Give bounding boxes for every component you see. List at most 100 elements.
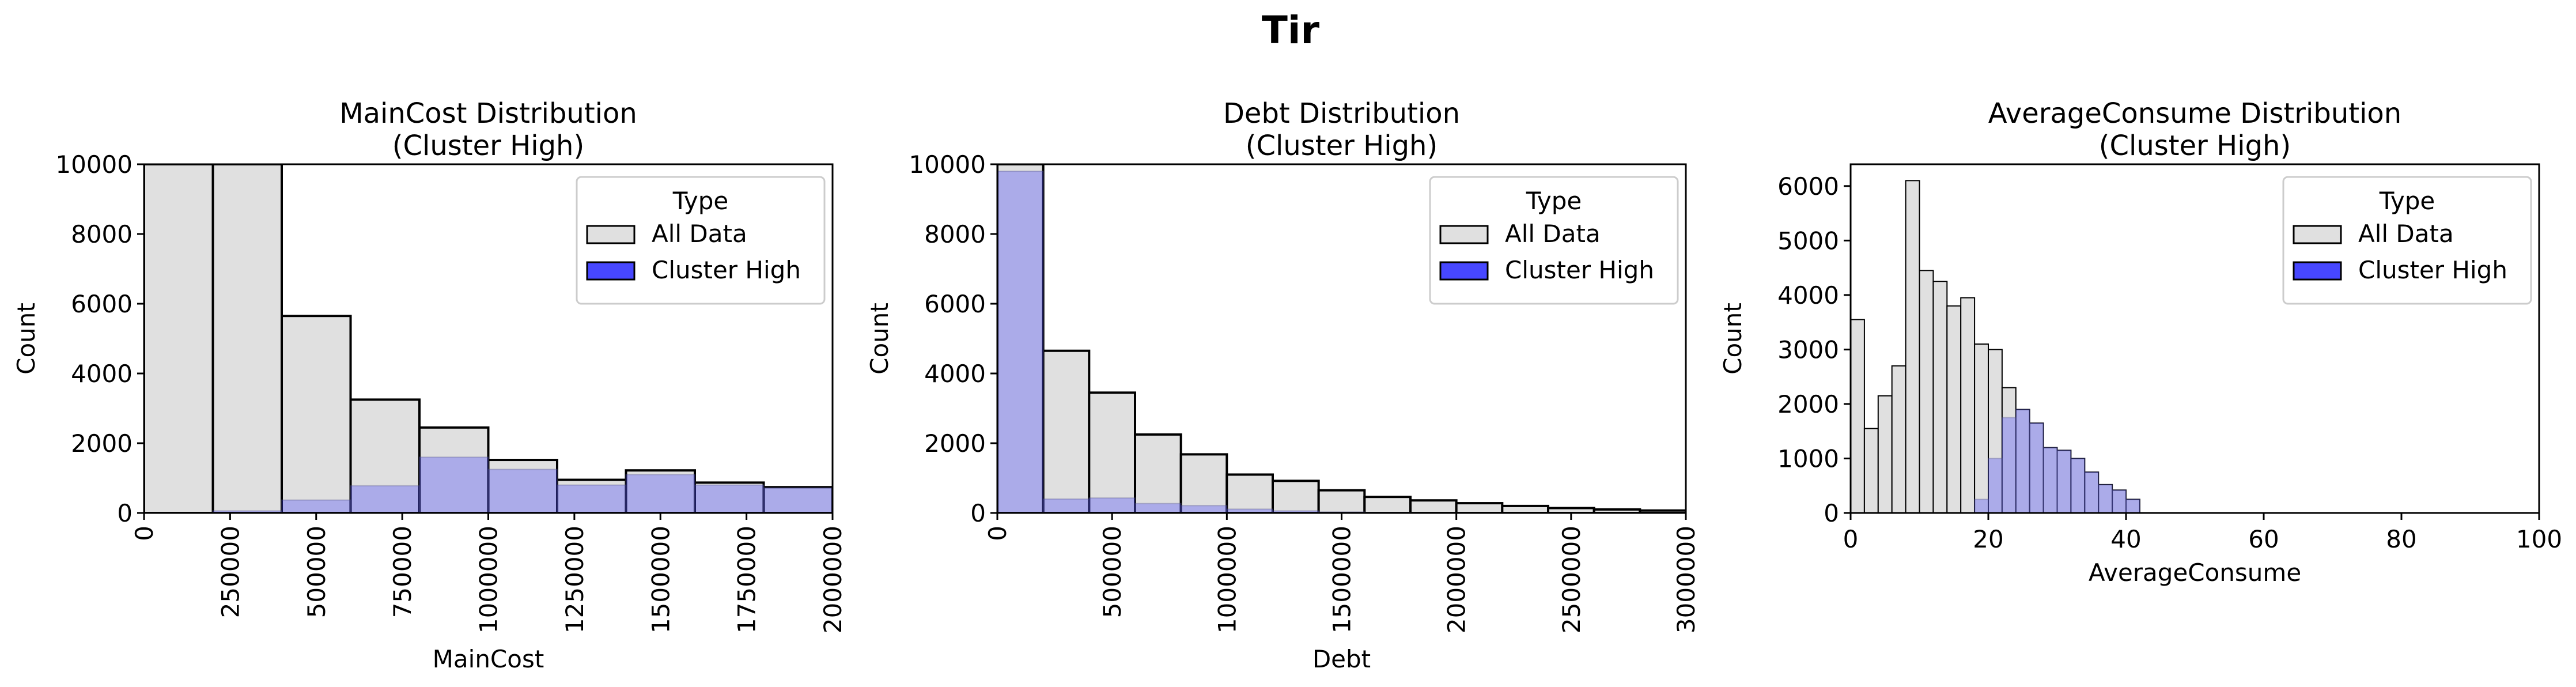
subplot-title: (Cluster High) xyxy=(1246,130,1438,162)
y-tick-label: 6000 xyxy=(71,290,133,318)
bar-cluster-high xyxy=(1974,499,1989,513)
bar-all-data xyxy=(1179,453,1228,513)
bar-all-data xyxy=(1317,489,1366,513)
legend: Type All Data Cluster High xyxy=(576,176,826,305)
x-tick-label: 0 xyxy=(984,526,1012,541)
bars xyxy=(997,164,1686,513)
y-tick-label: 3000 xyxy=(1777,335,1839,364)
bar-all-data xyxy=(1042,349,1091,513)
bar-all-data xyxy=(1851,319,1865,513)
x-tick-label: 1750000 xyxy=(733,526,761,633)
x-tick-label: 750000 xyxy=(388,526,417,618)
bar-all-data xyxy=(1409,499,1458,513)
x-tick-label: 2000000 xyxy=(819,526,847,633)
bar-cluster-high xyxy=(763,487,833,513)
bar-all-data xyxy=(2125,499,2140,513)
legend-label: Cluster High xyxy=(1505,256,1654,284)
x-tick-label: 2500000 xyxy=(1557,526,1586,633)
x-tick-label: 500000 xyxy=(302,526,331,618)
bar-all-data xyxy=(1501,504,1549,513)
bar-all-data xyxy=(1891,365,1907,513)
bar-cluster-high xyxy=(997,171,1044,513)
x-tick-label: 20 xyxy=(1973,525,2003,553)
subplot-title: AverageConsume Distribution xyxy=(1988,97,2401,130)
legend-swatch xyxy=(1439,225,1489,244)
y-axis-label: Count xyxy=(12,303,40,375)
bars xyxy=(144,164,833,513)
y-tick-label: 2000 xyxy=(924,429,986,458)
y-axis-label: Count xyxy=(1719,303,1747,375)
subplot-title: MainCost Distribution xyxy=(339,97,637,130)
legend-title: Type xyxy=(1526,187,1582,215)
bar-all-data xyxy=(1088,391,1137,513)
bar-cluster-high xyxy=(350,485,420,513)
bar-all-data xyxy=(281,315,352,513)
legend-label: All Data xyxy=(2358,220,2454,248)
y-tick-label: 1000 xyxy=(1777,444,1839,473)
y-tick-label: 6000 xyxy=(1777,172,1839,201)
y-tick-label: 0 xyxy=(117,499,133,527)
y-tick-label: 4000 xyxy=(924,360,986,388)
y-tick-label: 8000 xyxy=(924,220,986,248)
bar-cluster-high xyxy=(2125,499,2140,513)
x-tick-label: 40 xyxy=(2110,525,2141,553)
bar-cluster-high xyxy=(419,456,489,513)
bar-all-data xyxy=(625,469,696,513)
x-tick-label: 250000 xyxy=(216,526,244,618)
legend-swatch xyxy=(586,261,636,281)
bar-all-data xyxy=(1863,428,1879,513)
y-tick-label: 0 xyxy=(1824,499,1839,527)
x-tick-label: 1000000 xyxy=(475,526,503,633)
bar-cluster-high xyxy=(694,484,765,513)
x-axis-label: AverageConsume xyxy=(2089,558,2301,587)
bar-cluster-high xyxy=(2042,447,2058,513)
x-tick-label: 1500000 xyxy=(1328,526,1356,633)
bar-all-data xyxy=(1919,270,1934,513)
bar-cluster-high xyxy=(557,484,627,513)
x-tick-label: 3000000 xyxy=(1672,526,1700,633)
x-tick-label: 0 xyxy=(1843,525,1859,553)
bar-all-data xyxy=(1877,395,1893,513)
legend-label: Cluster High xyxy=(2358,256,2507,284)
legend-swatch xyxy=(2293,225,2342,244)
bar-all-data xyxy=(144,164,214,513)
bar-cluster-high xyxy=(1042,498,1090,513)
bar-all-data xyxy=(997,164,1045,513)
y-tick-label: 10000 xyxy=(909,150,986,179)
bar-cluster-high xyxy=(2098,484,2113,513)
x-tick-label: 1500000 xyxy=(646,526,675,633)
legend-label: Cluster High xyxy=(652,256,801,284)
subplot-1: 0 2000 4000 6000 8000 10000 0 250000 500000 75000… xyxy=(12,97,847,673)
bar-all-data xyxy=(1225,473,1274,513)
subplot-title: (Cluster High) xyxy=(392,130,584,162)
legend-box xyxy=(2282,176,2532,305)
x-tick-label: 2000000 xyxy=(1443,526,1471,633)
legend-title: Type xyxy=(672,187,728,215)
bar-all-data xyxy=(1134,433,1182,513)
bar-cluster-high xyxy=(2001,417,2017,513)
y-tick-label: 4000 xyxy=(1777,281,1839,309)
bar-all-data xyxy=(1455,502,1504,513)
subplot-title: Debt Distribution xyxy=(1223,97,1460,130)
x-tick-label: 0 xyxy=(130,526,158,541)
legend-swatch xyxy=(1439,261,1489,281)
y-tick-label: 6000 xyxy=(924,290,986,318)
subplot-3: 0 1000 2000 3000 4000 5000 6000 0 20 40 60 80 100 Ave… xyxy=(1719,97,2562,587)
bar-all-data xyxy=(1272,480,1320,513)
bar-cluster-high xyxy=(2056,450,2072,513)
bars xyxy=(1851,180,2140,513)
y-tick-label: 4000 xyxy=(71,360,133,388)
axes-frame xyxy=(1849,163,2540,514)
legend-box xyxy=(1429,176,1679,305)
bar-all-data xyxy=(211,164,283,513)
x-tick-label: 100 xyxy=(2516,525,2562,553)
y-tick-label: 10000 xyxy=(55,150,133,179)
legend: Type All Data Cluster High xyxy=(1429,176,1679,305)
bar-cluster-high xyxy=(1988,458,2003,513)
x-axis-label: MainCost xyxy=(433,645,544,673)
bar-cluster-high xyxy=(2029,422,2044,513)
y-tick-label: 2000 xyxy=(71,429,133,458)
